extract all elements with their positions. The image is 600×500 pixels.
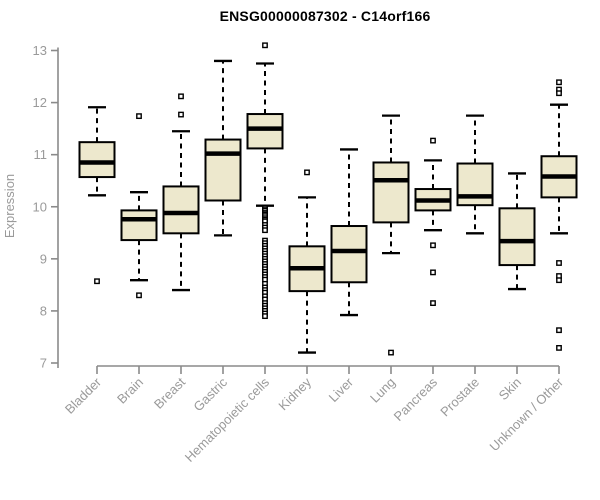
x-tick-label-prostate: Prostate [437,375,482,420]
x-tick-label-unknown-other: Unknown / Other [487,374,567,454]
iqr-box [246,113,284,150]
x-tick-label-bladder: Bladder [62,374,105,417]
y-axis: 7 8 9 10 11 12 13 Expression [2,43,59,371]
outlier-point [556,79,562,86]
x-tick-label-brain: Brain [114,375,146,407]
outlier-point [556,327,562,334]
boxplot-skin [498,172,536,291]
x-tick-label-gastric: Gastric [190,374,230,414]
outlier-point [388,349,394,356]
boxplot-hematopoietic-cells [246,42,284,320]
outlier-point [262,313,268,320]
x-tick-label-kidney: Kidney [275,374,314,413]
y-tick-label: 7 [40,356,47,371]
y-tick-label: 10 [33,199,47,214]
iqr-box [330,225,368,284]
outlier-point [136,292,142,299]
outlier-point [430,137,436,144]
iqr-box [204,138,242,202]
outlier-point [430,269,436,276]
iqr-box [372,161,410,224]
iqr-box [162,185,200,235]
outlier-point [430,300,436,307]
boxplot-liver [330,148,368,317]
outlier-point [304,169,310,176]
outlier-point [430,242,436,249]
y-axis-title: Expression [2,174,17,238]
boxplot-bladder [78,106,116,285]
boxplot-unknown-other [540,79,578,351]
outlier-point [556,344,562,351]
chart-title: ENSG00000087302 - C14orf166 [219,8,431,24]
boxplot-breast [162,93,200,292]
x-tick-label-skin: Skin [496,375,524,403]
y-tick-label: 11 [34,147,48,162]
boxplot-kidney [288,169,326,354]
outlier-point [556,277,562,284]
outlier-point [94,278,100,285]
boxplot-prostate [456,114,494,235]
outlier-point [556,90,562,97]
boxplot-brain [120,113,158,299]
outlier-point [136,113,142,120]
boxplot-lung [372,114,410,356]
y-tick-label: 8 [40,303,47,318]
outlier-point [262,227,268,234]
outlier-point [556,260,562,266]
iqr-box [498,207,536,267]
outlier-point [178,93,184,100]
iqr-box [456,162,494,207]
x-tick-label-liver: Liver [326,374,357,405]
y-tick-label: 13 [33,43,47,58]
iqr-box [78,141,116,179]
boxplot-gastric [204,59,242,237]
outlier-point [178,111,184,118]
outlier-point [262,42,268,49]
y-tick-label: 12 [33,95,47,110]
boxplot-pancreas [414,137,452,307]
x-tick-label-lung: Lung [367,375,398,406]
iqr-box [120,209,158,242]
x-tick-label-pancreas: Pancreas [391,374,441,424]
x-tick-label-breast: Breast [151,374,188,411]
y-tick-label: 9 [40,251,47,266]
